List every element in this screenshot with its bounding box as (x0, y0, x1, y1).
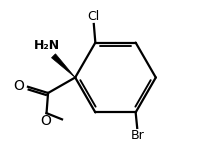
Text: Cl: Cl (88, 10, 100, 23)
Text: O: O (13, 79, 24, 93)
Text: O: O (40, 114, 51, 128)
Polygon shape (52, 54, 75, 78)
Text: Br: Br (131, 129, 145, 142)
Text: H₂N: H₂N (34, 39, 60, 52)
